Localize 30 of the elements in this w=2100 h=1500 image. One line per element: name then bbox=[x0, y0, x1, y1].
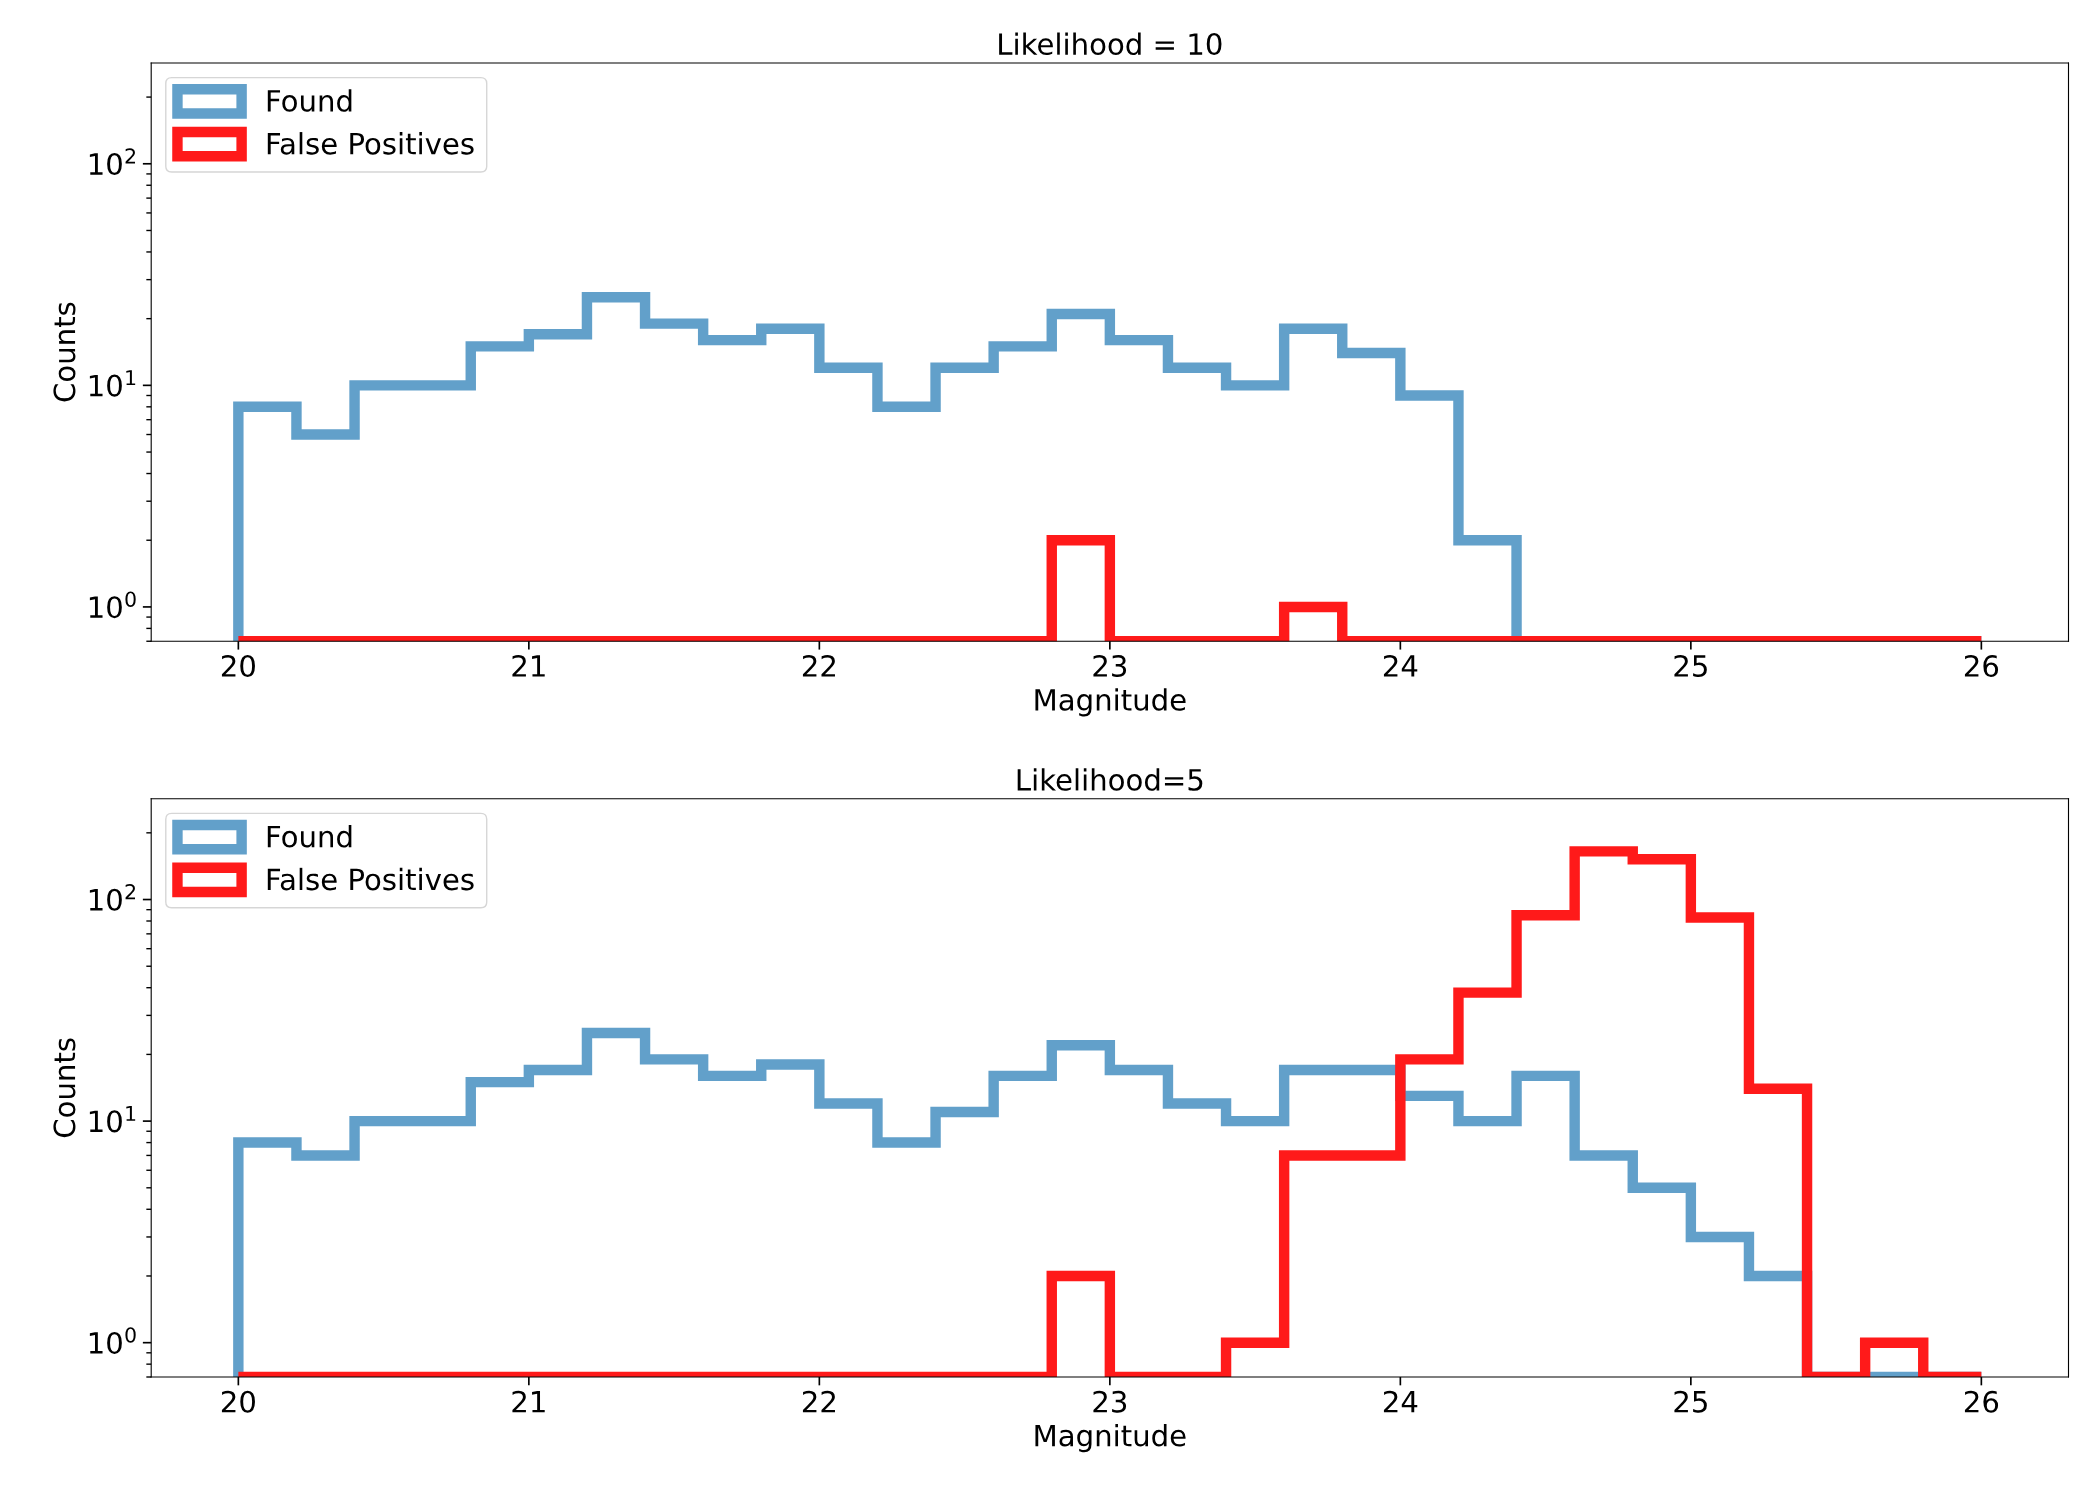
x-axis-title: Magnitude bbox=[1035, 1423, 1186, 1453]
chart-title: Likelihood = 10 bbox=[999, 32, 1222, 56]
y-axis-title: Counts bbox=[53, 302, 76, 402]
x-tick-label: 25 bbox=[1674, 1390, 1707, 1413]
x-tick-label: 22 bbox=[802, 1390, 835, 1413]
x-tick-label: 25 bbox=[1674, 654, 1707, 678]
x-tick-label: 20 bbox=[221, 654, 255, 678]
x-tick-label: 24 bbox=[1383, 1390, 1418, 1413]
x-tick-label: 24 bbox=[1383, 654, 1418, 677]
y-axis-title: Counts bbox=[53, 1038, 76, 1138]
legend-label: False Positives bbox=[267, 867, 474, 891]
y-tick-label: 10$^{2}$ bbox=[89, 148, 136, 176]
y-tick-label: 10$^{1}$ bbox=[89, 1105, 136, 1133]
x-tick-label: 23 bbox=[1093, 654, 1127, 678]
y-tick-label: 10$^{0}$ bbox=[89, 591, 136, 619]
x-tick-label: 22 bbox=[802, 654, 835, 677]
legend-label: False Positives bbox=[267, 132, 474, 155]
x-tick-label: 21 bbox=[512, 654, 545, 677]
x-axis-title: Magnitude bbox=[1035, 688, 1186, 717]
x-tick-label: 23 bbox=[1093, 1390, 1127, 1413]
y-tick-label: 10$^{2}$ bbox=[89, 884, 136, 911]
x-tick-label: 20 bbox=[221, 1390, 255, 1413]
y-tick-label: 10$^{1}$ bbox=[89, 370, 136, 397]
x-tick-label: 26 bbox=[1964, 654, 1999, 678]
x-tick-label: 26 bbox=[1964, 1390, 1999, 1413]
legend-label: Found bbox=[267, 825, 352, 848]
x-tick-label: 21 bbox=[512, 1390, 545, 1413]
legend-label: Found bbox=[267, 89, 352, 112]
y-tick-label: 10$^{0}$ bbox=[89, 1327, 136, 1354]
chart-title: Likelihood=5 bbox=[1017, 768, 1203, 791]
